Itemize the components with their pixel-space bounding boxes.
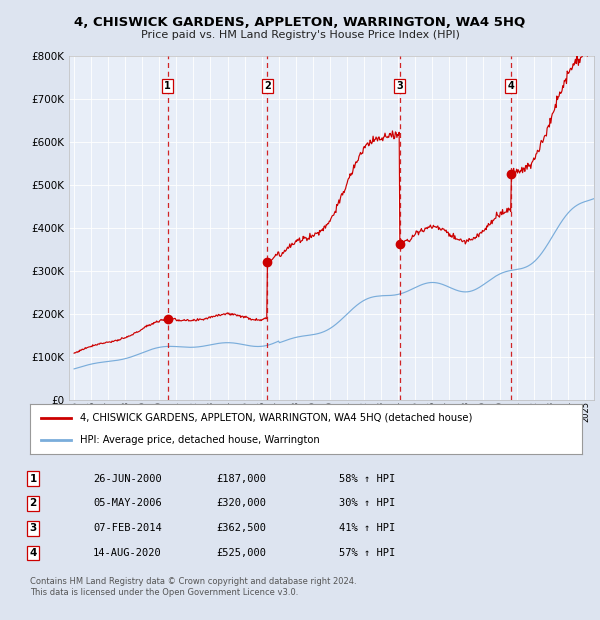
Text: 14-AUG-2020: 14-AUG-2020: [93, 548, 162, 558]
Text: 41% ↑ HPI: 41% ↑ HPI: [339, 523, 395, 533]
Text: 30% ↑ HPI: 30% ↑ HPI: [339, 498, 395, 508]
Text: £187,000: £187,000: [216, 474, 266, 484]
Text: 1: 1: [164, 81, 171, 91]
Text: 26-JUN-2000: 26-JUN-2000: [93, 474, 162, 484]
Text: 4, CHISWICK GARDENS, APPLETON, WARRINGTON, WA4 5HQ: 4, CHISWICK GARDENS, APPLETON, WARRINGTO…: [74, 16, 526, 29]
Text: 57% ↑ HPI: 57% ↑ HPI: [339, 548, 395, 558]
Text: Price paid vs. HM Land Registry's House Price Index (HPI): Price paid vs. HM Land Registry's House …: [140, 30, 460, 40]
Text: This data is licensed under the Open Government Licence v3.0.: This data is licensed under the Open Gov…: [30, 588, 298, 596]
Text: 2: 2: [264, 81, 271, 91]
Text: £320,000: £320,000: [216, 498, 266, 508]
Text: £525,000: £525,000: [216, 548, 266, 558]
Text: 58% ↑ HPI: 58% ↑ HPI: [339, 474, 395, 484]
Text: 1: 1: [29, 474, 37, 484]
Text: HPI: Average price, detached house, Warrington: HPI: Average price, detached house, Warr…: [80, 435, 319, 445]
Text: 4: 4: [508, 81, 514, 91]
Text: 3: 3: [397, 81, 403, 91]
Text: Contains HM Land Registry data © Crown copyright and database right 2024.: Contains HM Land Registry data © Crown c…: [30, 577, 356, 586]
Text: 07-FEB-2014: 07-FEB-2014: [93, 523, 162, 533]
Text: £362,500: £362,500: [216, 523, 266, 533]
Text: 4, CHISWICK GARDENS, APPLETON, WARRINGTON, WA4 5HQ (detached house): 4, CHISWICK GARDENS, APPLETON, WARRINGTO…: [80, 413, 472, 423]
Text: 3: 3: [29, 523, 37, 533]
Text: 05-MAY-2006: 05-MAY-2006: [93, 498, 162, 508]
Text: 2: 2: [29, 498, 37, 508]
Text: 4: 4: [29, 548, 37, 558]
